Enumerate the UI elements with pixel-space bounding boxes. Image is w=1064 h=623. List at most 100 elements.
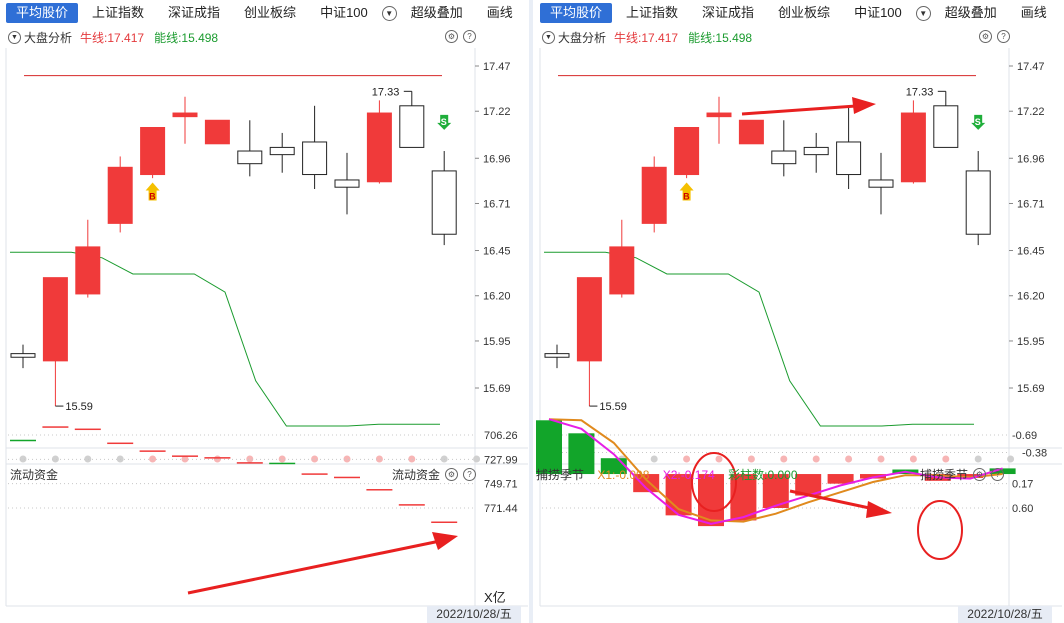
chevron-down-icon[interactable]: ▼ <box>915 5 931 21</box>
period-dot <box>812 455 820 463</box>
tab-shenzhen-index[interactable]: 深证成指 <box>702 5 755 20</box>
indicator-name[interactable]: 大盘分析 <box>24 30 73 45</box>
help-icon[interactable]: ? <box>463 30 476 43</box>
settings-icon[interactable]: ⚙ <box>445 468 459 481</box>
period-dot <box>683 455 691 463</box>
y-tick-label: 16.20 <box>1017 291 1045 303</box>
sell-marker: S <box>975 117 981 127</box>
y-tick-label: 17.22 <box>483 106 511 118</box>
settings-icon[interactable]: ⚙ <box>979 30 992 43</box>
chevron-down-icon[interactable]: ▼ <box>381 5 397 21</box>
y-tick-label: 0.60 <box>1012 503 1033 515</box>
candle-body <box>334 179 360 188</box>
period-dot <box>974 455 982 463</box>
date-label: 2022/10/28/五 <box>427 606 521 623</box>
y-tick-label: 17.47 <box>1017 61 1045 73</box>
sell-arrow-icon <box>437 114 452 130</box>
tab-bar: 平均股价 上证指数 深证成指 创业板综 中证100 ▼ 超级叠加 画线 <box>0 0 528 26</box>
main-indicator-bar: ▼ 大盘分析 牛线:17.417 能线:15.498 ⚙? <box>0 27 528 47</box>
left-chart-panel: 平均股价 上证指数 深证成指 创业板综 中证100 ▼ 超级叠加 画线 ▼ 大盘… <box>0 0 528 623</box>
capital-bar <box>301 473 328 475</box>
capital-bar <box>139 450 166 452</box>
y-tick-label: 706.26 <box>484 430 518 442</box>
period-dot <box>84 455 92 463</box>
macd-bar <box>536 420 562 475</box>
period-dot <box>780 455 788 463</box>
tab-shanghai-index[interactable]: 上证指数 <box>626 5 679 20</box>
tab-csi100[interactable]: 中证100 <box>320 5 368 20</box>
candle-body <box>576 277 602 362</box>
capital-bar <box>204 457 231 459</box>
sub-chart-title-right: 流动资金 ⚙ ? <box>392 466 477 483</box>
help-icon[interactable]: ? <box>463 468 477 481</box>
annotation-arrow <box>741 104 857 116</box>
period-dot <box>311 455 319 463</box>
settings-icon[interactable]: ⚙ <box>445 30 458 43</box>
sell-marker: S <box>441 117 447 127</box>
period-dot <box>278 455 286 463</box>
help-icon[interactable]: ? <box>991 468 1005 481</box>
unit-label: X亿 <box>484 590 506 605</box>
neng-line <box>544 251 974 427</box>
period-dot <box>747 455 755 463</box>
help-icon[interactable]: ? <box>997 30 1010 43</box>
indicator-name[interactable]: 大盘分析 <box>558 30 607 45</box>
candle-body <box>544 353 570 358</box>
candle-body <box>641 166 667 224</box>
candle-body <box>933 105 959 148</box>
period-dot <box>343 455 351 463</box>
candle-body <box>609 246 635 295</box>
tab-chinext[interactable]: 创业板综 <box>244 5 297 20</box>
capital-bar <box>236 462 263 464</box>
sub-chart-name: 捕捞季节 <box>920 468 969 482</box>
period-dot <box>246 455 254 463</box>
tab-csi100[interactable]: 中证100 <box>854 5 902 20</box>
tab-draw-line[interactable]: 画线 <box>1020 5 1047 20</box>
annotation-arrowhead <box>852 97 876 114</box>
x1-label: X1:-0.008 <box>597 468 650 482</box>
sub-chart-title: 流动资金 <box>10 468 59 482</box>
y-tick-label: 727.99 <box>484 454 518 466</box>
macd-bar <box>633 474 660 493</box>
tab-super-overlay[interactable]: 超级叠加 <box>944 5 997 20</box>
left-chart-svg: 17.47 17.22 16.96 16.71 16.45 16.20 15.95 15.69… <box>5 48 528 607</box>
chevron-down-icon[interactable]: ▼ <box>542 30 555 44</box>
tab-average-price[interactable]: 平均股价 <box>540 3 613 23</box>
y-tick-label: 16.96 <box>1017 153 1045 165</box>
annotation-circle <box>691 452 737 512</box>
low-price-label: 15.59 <box>65 401 93 413</box>
tab-average-price[interactable]: 平均股价 <box>6 3 79 23</box>
macd-bar <box>827 474 854 484</box>
candle-body <box>900 112 926 183</box>
macd-bar <box>568 433 595 475</box>
candle-body <box>399 105 425 148</box>
sub-chart-name: 流动资金 <box>392 468 441 482</box>
sub-chart-name: 捕捞季节 <box>536 468 585 482</box>
y-tick-label: 16.45 <box>483 246 511 258</box>
macd-bar <box>860 474 886 479</box>
candle-body <box>431 170 457 235</box>
y-tick-label: 15.69 <box>1017 383 1045 395</box>
tab-chinext[interactable]: 创业板综 <box>778 5 831 20</box>
x2-label: X2:-0.174 <box>662 468 715 482</box>
candle-body <box>706 112 732 118</box>
macd-bar <box>795 474 822 496</box>
candle-body <box>302 141 328 176</box>
panel-divider <box>529 0 533 623</box>
y-tick-label: -0.69 <box>1012 430 1037 442</box>
tab-shanghai-index[interactable]: 上证指数 <box>92 5 145 20</box>
tab-super-overlay[interactable]: 超级叠加 <box>410 5 463 20</box>
candle-body <box>771 150 797 165</box>
tab-shenzhen-index[interactable]: 深证成指 <box>168 5 221 20</box>
buy-marker: B <box>149 192 156 202</box>
candle-body <box>10 353 36 358</box>
capital-bar <box>334 476 360 479</box>
neng-line-label: 能线:15.498 <box>688 30 753 45</box>
y-tick-label: 17.47 <box>483 61 511 73</box>
candle-body <box>75 246 101 295</box>
tab-draw-line[interactable]: 画线 <box>486 5 513 20</box>
capital-bar <box>431 521 458 524</box>
chevron-down-icon[interactable]: ▼ <box>8 30 21 44</box>
niu-line-label: 牛线:17.417 <box>80 30 145 45</box>
settings-icon[interactable]: ⚙ <box>973 468 987 481</box>
